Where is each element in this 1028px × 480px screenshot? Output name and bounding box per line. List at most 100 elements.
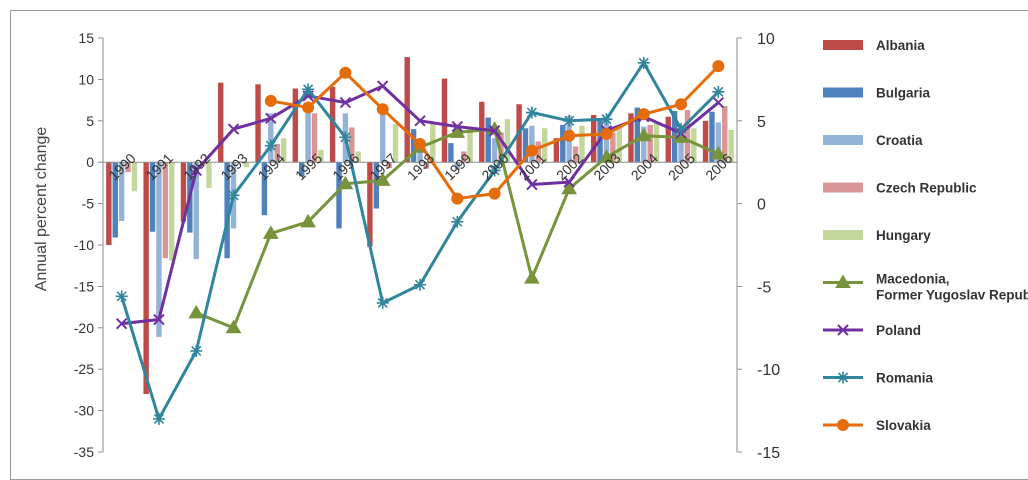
point-poland-1999: [451, 120, 464, 133]
left-tick-label: -10: [74, 237, 94, 253]
point-macedonia-former-yugoslav-republic-of-2002: [561, 180, 578, 195]
point-romania-1998: [414, 278, 426, 291]
bar-bulgaria-1998: [410, 129, 417, 163]
right-tick-label: -5: [757, 279, 771, 296]
bar-croatia-1999: [454, 162, 460, 170]
legend-label-macedonia-former-yugoslav-republic-of: Macedonia,Former Yugoslav Republic of: [876, 272, 1028, 303]
bar-czech-republic-2003: [610, 132, 616, 163]
bar-czech-republic-1991: [162, 162, 169, 259]
point-romania-2006: [712, 85, 725, 98]
point-slovakia-1999: [451, 192, 464, 205]
bar-bulgaria-1991: [149, 162, 156, 232]
legend-label-croatia: Croatia: [876, 133, 923, 148]
bar-albania-2000: [479, 101, 485, 163]
point-macedonia-former-yugoslav-republic-of-2004: [635, 127, 652, 142]
bars-layer: [106, 57, 734, 395]
bar-croatia-2003: [603, 118, 610, 163]
left-tick-label: -25: [74, 361, 94, 377]
legend-label-slovakia: Slovakia: [876, 418, 931, 433]
point-poland-1994: [265, 112, 277, 125]
bar-bulgaria-1999: [448, 143, 454, 163]
bar-hungary-2006: [728, 129, 734, 163]
point-slovakia-2002: [563, 129, 576, 142]
point-poland-2002: [563, 176, 575, 188]
bar-hungary-2002: [579, 125, 585, 163]
bar-croatia-1994: [268, 113, 274, 163]
legend-label-albania: Albania: [876, 38, 925, 53]
bar-czech-republic-2001: [535, 141, 541, 163]
legend-swatch-czech-republic: [823, 182, 863, 193]
bar-croatia-2000: [491, 138, 498, 163]
bar-albania-2003: [590, 115, 597, 163]
bar-hungary-1991: [169, 162, 175, 261]
bar-hungary-2000: [504, 119, 511, 163]
bar-hungary-1996: [355, 151, 361, 163]
bar-hungary-2004: [653, 122, 660, 163]
bar-croatia-1992: [193, 162, 199, 260]
point-macedonia-former-yugoslav-republic-of-1994: [262, 225, 279, 239]
left-tick-label: -5: [82, 196, 95, 212]
point-romania-1993: [227, 189, 240, 202]
bar-albania-2006: [702, 120, 709, 163]
legend-label-hungary: Hungary: [876, 228, 931, 243]
bar-bulgaria-2002: [560, 124, 566, 163]
left-tick-labels: 15 10 5 0 -5 -10 -15 -20 -25 -30 -35: [74, 30, 103, 460]
point-romania-2004: [637, 56, 650, 69]
point-poland-1993: [227, 123, 240, 135]
legend-swatch-albania: [823, 40, 863, 50]
left-tick-label: 15: [78, 30, 94, 46]
bar-albania-1991: [143, 162, 149, 395]
point-slovakia-2000: [488, 187, 501, 200]
bar-croatia-2005: [678, 126, 684, 163]
bar-czech-republic-2000: [498, 132, 504, 163]
bar-croatia-1995: [305, 105, 311, 163]
right-tick-label: 5: [757, 114, 766, 131]
legend-marker-macedonia-former-yugoslav-republic-of: [835, 274, 851, 288]
point-romania-2005: [675, 123, 688, 136]
left-tick-label: -30: [74, 403, 94, 419]
point-poland-1996: [339, 96, 352, 109]
point-poland-2001: [526, 178, 538, 191]
bar-bulgaria-1993: [224, 162, 230, 259]
bar-bulgaria-2001: [522, 128, 529, 163]
point-romania-2001: [525, 106, 538, 119]
bar-bulgaria-1994: [261, 162, 268, 216]
bar-bulgaria-2000: [485, 117, 491, 163]
bar-croatia-2001: [529, 125, 535, 163]
point-slovakia-2003: [600, 128, 613, 141]
bar-czech-republic-1995: [311, 113, 318, 163]
bar-czech-republic-1998: [423, 162, 430, 169]
bar-hungary-1990: [131, 162, 138, 192]
right-tick-labels: 10 5 0 -5 -10 -15: [737, 31, 780, 462]
bar-croatia-2004: [641, 126, 647, 163]
point-romania-2000: [488, 164, 501, 177]
bar-czech-republic-2006: [722, 105, 728, 163]
point-macedonia-former-yugoslav-republic-of-1992: [188, 304, 205, 319]
point-romania-1992: [190, 344, 203, 357]
left-tick-label: 0: [86, 154, 94, 170]
bar-hungary-1995: [318, 149, 324, 163]
bar-czech-republic-1999: [460, 151, 467, 163]
bar-croatia-1990: [118, 162, 125, 221]
bar-czech-republic-2005: [684, 110, 691, 163]
point-poland-2000: [488, 125, 501, 137]
left-axis-label: Annual percent change: [33, 127, 50, 292]
point-romania-2003: [600, 113, 613, 126]
legend-swatch-bulgaria: [823, 87, 863, 98]
bar-croatia-2006: [715, 122, 722, 163]
point-macedonia-former-yugoslav-republic-of-2006: [710, 145, 727, 160]
point-romania-1990: [115, 290, 128, 303]
legend-swatch-croatia: [823, 135, 863, 145]
point-romania-2002: [563, 114, 576, 127]
bar-hungary-1994: [280, 138, 287, 163]
bar-bulgaria-2006: [709, 111, 715, 163]
bar-albania-1993: [218, 82, 224, 163]
left-tick-label: -20: [74, 320, 94, 336]
point-romania-1997: [376, 296, 389, 309]
legend-label-czech-republic: Czech Republic: [876, 181, 977, 196]
bar-albania-1995: [292, 88, 299, 163]
point-romania-1996: [339, 131, 352, 144]
point-macedonia-former-yugoslav-republic-of-1996: [337, 175, 354, 190]
right-tick-label: -15: [757, 445, 780, 462]
